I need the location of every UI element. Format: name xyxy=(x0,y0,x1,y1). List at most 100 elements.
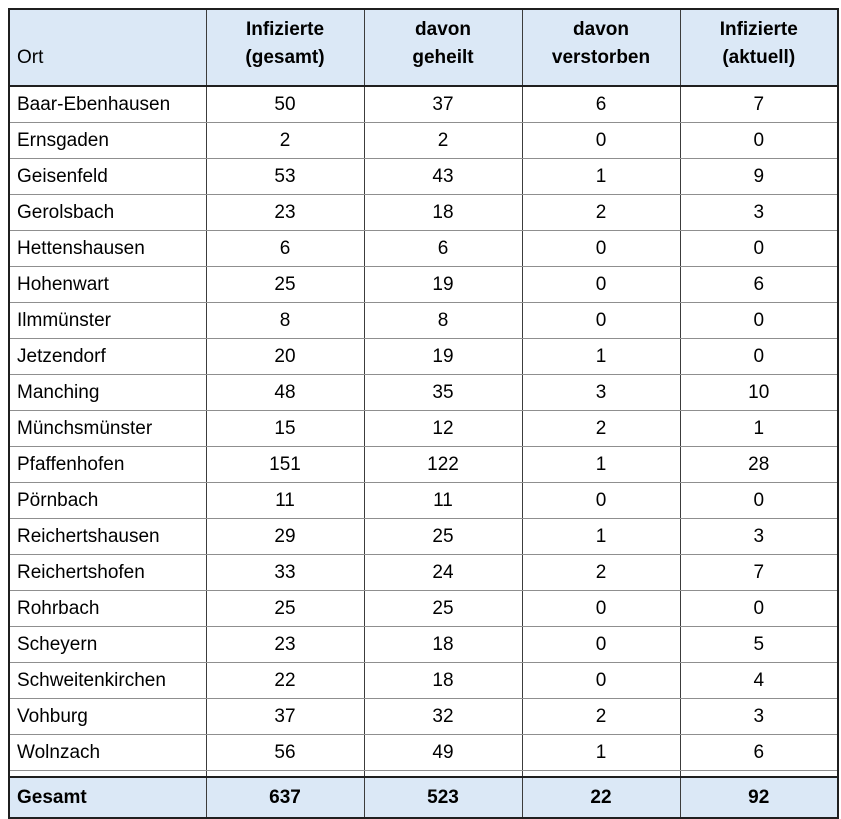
cell-infizierte-gesamt: 6 xyxy=(205,230,365,267)
footer-gap-row xyxy=(8,770,839,777)
table-row: Münchsmünster 15 12 2 1 xyxy=(8,410,839,447)
cell-infizierte-gesamt: 25 xyxy=(205,266,365,303)
cell-infizierte-aktuell: 9 xyxy=(679,158,839,195)
col-header-line: Infizierte xyxy=(719,19,798,40)
cell-davon-verstorben: 2 xyxy=(521,410,681,447)
cell-ort: Münchsmünster xyxy=(8,410,207,447)
cell-infizierte-gesamt: 8 xyxy=(205,302,365,339)
table-row: Rohrbach 25 25 0 0 xyxy=(8,590,839,627)
cell-davon-geheilt: 37 xyxy=(363,86,523,123)
table-header: Ort Infizierte (gesamt) davon geheilt da… xyxy=(8,9,839,87)
cell-infizierte-gesamt: 11 xyxy=(205,482,365,519)
cell-ort: Wolnzach xyxy=(8,734,207,771)
table-row: Reichertshofen 33 24 2 7 xyxy=(8,554,839,591)
col-header-line: geheilt xyxy=(412,47,474,68)
cell-davon-geheilt: 18 xyxy=(363,662,523,699)
table-row: Ilmmünster 8 8 0 0 xyxy=(8,302,839,339)
table-body: Baar-Ebenhausen 50 37 6 7 Ernsgaden 2 2 … xyxy=(8,86,839,777)
cell-ort: Hohenwart xyxy=(8,266,207,303)
cell-davon-geheilt: 19 xyxy=(363,266,523,303)
cell-davon-verstorben: 1 xyxy=(521,446,681,483)
cell-davon-verstorben: 1 xyxy=(521,158,681,195)
cell-infizierte-gesamt: 23 xyxy=(205,626,365,663)
table-row: Reichertshausen 29 25 1 3 xyxy=(8,518,839,555)
table-row: Gerolsbach 23 18 2 3 xyxy=(8,194,839,231)
cell-davon-geheilt: 122 xyxy=(363,446,523,483)
cell-davon-geheilt: 25 xyxy=(363,518,523,555)
table-row: Pörnbach 11 11 0 0 xyxy=(8,482,839,519)
cell-ort: Hettenshausen xyxy=(8,230,207,267)
cell-davon-geheilt: 18 xyxy=(363,626,523,663)
cell-davon-geheilt: 43 xyxy=(363,158,523,195)
cell-davon-verstorben: 2 xyxy=(521,554,681,591)
col-header-infizierte-gesamt: Infizierte (gesamt) xyxy=(205,9,365,87)
cell-ort: Ilmmünster xyxy=(8,302,207,339)
cell-infizierte-aktuell: 3 xyxy=(679,194,839,231)
cell-davon-verstorben: 3 xyxy=(521,374,681,411)
table-row: Vohburg 37 32 2 3 xyxy=(8,698,839,735)
cell-davon-verstorben: 1 xyxy=(521,734,681,771)
cell-infizierte-aktuell: 0 xyxy=(679,302,839,339)
footer-gap-cell xyxy=(679,770,839,777)
cell-davon-verstorben: 1 xyxy=(521,338,681,375)
cell-davon-verstorben: 0 xyxy=(521,266,681,303)
cell-davon-verstorben: 0 xyxy=(521,482,681,519)
cell-infizierte-aktuell: 0 xyxy=(679,482,839,519)
col-header-line: davon xyxy=(415,19,471,40)
col-header-ort: Ort xyxy=(8,9,207,87)
total-row: Gesamt 637 523 22 92 xyxy=(8,776,839,819)
cell-ort: Geisenfeld xyxy=(8,158,207,195)
cell-davon-geheilt: 12 xyxy=(363,410,523,447)
cell-davon-verstorben: 0 xyxy=(521,662,681,699)
cell-infizierte-aktuell: 3 xyxy=(679,518,839,555)
table-row: Wolnzach 56 49 1 6 xyxy=(8,734,839,771)
cell-davon-verstorben: 2 xyxy=(521,194,681,231)
cell-davon-verstorben: 1 xyxy=(521,518,681,555)
col-header-line: (gesamt) xyxy=(245,47,325,68)
cell-infizierte-gesamt: 2 xyxy=(205,122,365,159)
cell-infizierte-gesamt: 33 xyxy=(205,554,365,591)
cell-ort: Rohrbach xyxy=(8,590,207,627)
cell-ort: Reichertshofen xyxy=(8,554,207,591)
col-header-ort-label: Ort xyxy=(17,47,44,68)
cell-davon-geheilt: 18 xyxy=(363,194,523,231)
infection-table: Ort Infizierte (gesamt) davon geheilt da… xyxy=(8,8,839,819)
cell-infizierte-aktuell: 0 xyxy=(679,338,839,375)
table-row: Manching 48 35 3 10 xyxy=(8,374,839,411)
table-row: Scheyern 23 18 0 5 xyxy=(8,626,839,663)
cell-infizierte-aktuell: 7 xyxy=(679,554,839,591)
table-row: Ernsgaden 2 2 0 0 xyxy=(8,122,839,159)
col-header-infizierte-aktuell: Infizierte (aktuell) xyxy=(679,9,839,87)
cell-davon-verstorben: 0 xyxy=(521,122,681,159)
cell-infizierte-gesamt: 22 xyxy=(205,662,365,699)
cell-infizierte-aktuell: 1 xyxy=(679,410,839,447)
cell-ort: Pfaffenhofen xyxy=(8,446,207,483)
cell-ort: Vohburg xyxy=(8,698,207,735)
cell-davon-verstorben: 0 xyxy=(521,626,681,663)
cell-davon-geheilt: 49 xyxy=(363,734,523,771)
cell-ort: Schweitenkirchen xyxy=(8,662,207,699)
cell-davon-geheilt: 35 xyxy=(363,374,523,411)
cell-davon-geheilt: 19 xyxy=(363,338,523,375)
cell-davon-verstorben: 6 xyxy=(521,86,681,123)
cell-davon-geheilt: 24 xyxy=(363,554,523,591)
table-row: Jetzendorf 20 19 1 0 xyxy=(8,338,839,375)
cell-davon-geheilt: 8 xyxy=(363,302,523,339)
table-footer: Gesamt 637 523 22 92 xyxy=(8,776,839,819)
total-infizierte-aktuell: 92 xyxy=(679,776,839,819)
cell-ort: Baar-Ebenhausen xyxy=(8,86,207,123)
total-davon-geheilt: 523 xyxy=(363,776,523,819)
cell-infizierte-aktuell: 7 xyxy=(679,86,839,123)
cell-infizierte-aktuell: 6 xyxy=(679,734,839,771)
table-row: Baar-Ebenhausen 50 37 6 7 xyxy=(8,86,839,123)
table-row: Pfaffenhofen 151 122 1 28 xyxy=(8,446,839,483)
cell-infizierte-gesamt: 151 xyxy=(205,446,365,483)
cell-infizierte-aktuell: 4 xyxy=(679,662,839,699)
cell-infizierte-gesamt: 15 xyxy=(205,410,365,447)
cell-davon-geheilt: 6 xyxy=(363,230,523,267)
cell-davon-geheilt: 25 xyxy=(363,590,523,627)
cell-davon-geheilt: 32 xyxy=(363,698,523,735)
cell-infizierte-gesamt: 48 xyxy=(205,374,365,411)
table-row: Hettenshausen 6 6 0 0 xyxy=(8,230,839,267)
